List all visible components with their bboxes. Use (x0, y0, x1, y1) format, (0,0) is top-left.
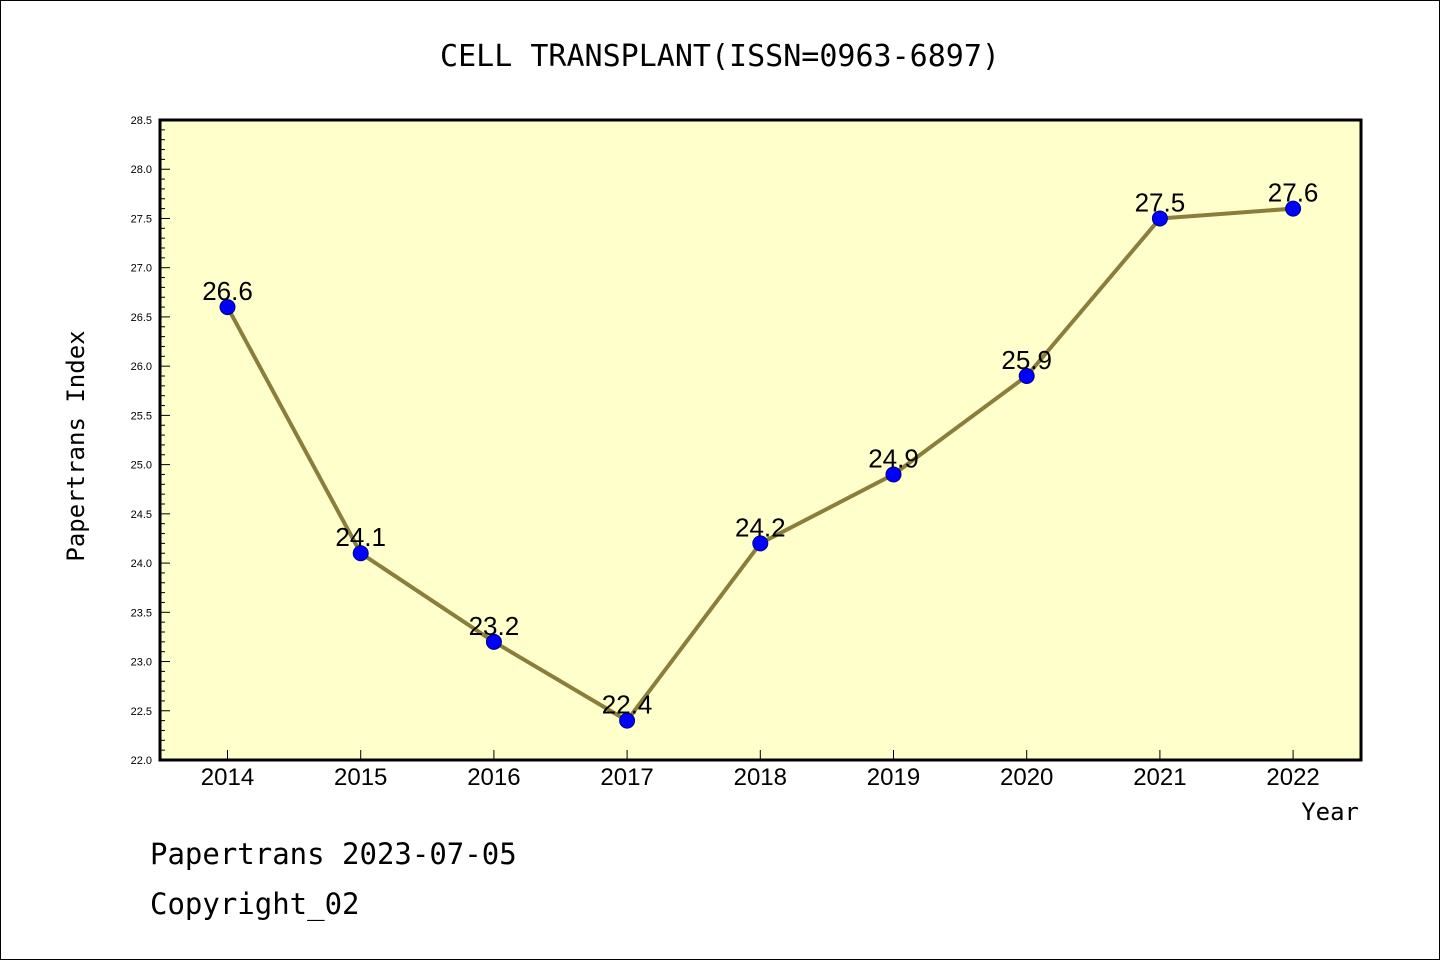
y-tick-label: 24.5 (131, 509, 152, 521)
data-point (219, 299, 236, 316)
data-label: 23.2 (469, 611, 520, 641)
x-tick-label: 2019 (867, 764, 920, 791)
x-axis-label: Year (1301, 798, 1359, 826)
y-axis-label: Papertrans Index (62, 330, 90, 561)
y-tick-label: 28.0 (131, 164, 152, 176)
data-point (1018, 368, 1035, 384)
plot-area (158, 118, 1363, 762)
data-point (1151, 210, 1168, 227)
data-label: 25.9 (1001, 345, 1052, 375)
footer-date: Papertrans 2023-07-05 (150, 837, 517, 871)
y-tick-label: 25.5 (131, 410, 152, 422)
data-label: 24.1 (335, 522, 386, 552)
x-tick-label: 2022 (1266, 764, 1319, 791)
data-point (352, 545, 369, 562)
y-tick-label: 28.5 (131, 115, 152, 127)
series-group: 26.6 24.1 23.2 22.4 24.2 24.9 25.9 27.5 27.6 (202, 178, 1318, 729)
data-point (752, 535, 769, 552)
y-tick-label: 23.5 (131, 607, 152, 619)
x-tick-label: 2014 (201, 764, 254, 791)
y-tick-label: 23.0 (131, 657, 152, 669)
y-axis: 22.0 22.5 23.0 23.5 24.0 24.5 25.0 25.5 26.0 26.5… (131, 115, 170, 767)
y-tick-label: 24.0 (131, 558, 152, 570)
x-tick-label: 2015 (334, 764, 387, 791)
data-point (619, 712, 636, 729)
y-tick-label: 26.0 (131, 361, 152, 373)
data-label: 27.5 (1135, 187, 1186, 217)
x-tick-label: 2017 (600, 764, 653, 791)
y-tick-label: 22.5 (131, 706, 152, 718)
data-point (1285, 200, 1302, 217)
data-label: 22.4 (602, 690, 653, 720)
data-point (485, 633, 502, 650)
x-tick-label: 2016 (467, 764, 520, 791)
chart-title: CELL TRANSPLANT(ISSN=0963-6897) (440, 39, 1000, 74)
y-tick-label: 27.5 (131, 213, 152, 225)
data-label: 24.2 (735, 512, 786, 542)
y-tick-label: 22.0 (131, 755, 152, 767)
y-tick-label: 27.0 (131, 263, 152, 275)
data-label: 27.6 (1268, 178, 1319, 208)
y-tick-label: 26.5 (131, 312, 152, 324)
x-tick-label: 2018 (734, 764, 787, 791)
data-point (885, 466, 902, 483)
x-axis: 2014 2015 2016 2017 2018 2019 2020 2021 2022 (201, 750, 1320, 791)
data-label: 24.9 (868, 443, 919, 473)
x-tick-label: 2020 (1000, 764, 1053, 791)
footer-copyright: Copyright_02 (150, 887, 360, 922)
x-tick-label: 2021 (1133, 764, 1186, 791)
y-tick-label: 25.0 (131, 460, 152, 472)
data-label: 26.6 (202, 276, 253, 306)
